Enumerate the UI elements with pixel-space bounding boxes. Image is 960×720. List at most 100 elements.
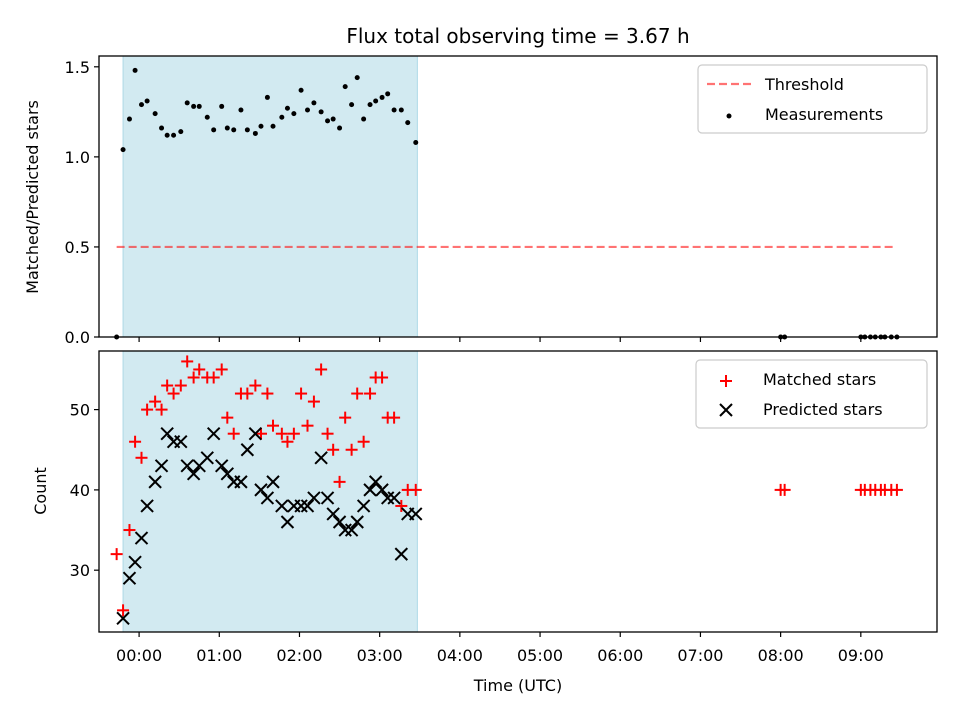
predicted-star-point	[220, 467, 235, 481]
predicted-star-point	[380, 491, 395, 505]
bottom-y-tick-label: 30	[70, 561, 90, 580]
predicted-star-point-b	[140, 499, 154, 513]
measurement-point	[342, 84, 348, 90]
matched-star-point	[295, 387, 308, 400]
predicted-star-point-b	[266, 475, 280, 489]
bottom-axes-frame	[98, 350, 938, 633]
top-y-tick-label: 0.0	[65, 328, 90, 347]
measurement-point	[244, 127, 250, 133]
predicted-star-point	[409, 507, 423, 521]
bottom-legend: Matched stars Predicted stars	[695, 359, 928, 429]
top-panel: 0.0 0.5 1.0 1.5 Matched/Predicted stars Thr…	[23, 55, 938, 347]
matched-star-point	[275, 427, 288, 440]
matched-star-point	[149, 395, 162, 408]
measurement-point	[224, 125, 230, 131]
bottom-x-tick-label: 03:00	[357, 646, 403, 665]
chart-title: Flux total observing time = 3.67 h	[346, 24, 689, 48]
bottom-y-axis-ticks: 30 40 50	[70, 401, 99, 580]
measurement-point	[204, 114, 210, 120]
predicted-star-point-b	[409, 507, 423, 521]
predicted-star-point	[200, 451, 214, 465]
bottom-x-tick-label: 02:00	[276, 646, 322, 665]
matched-star-point	[395, 499, 408, 512]
measurement-point	[349, 102, 355, 108]
predicted-star-point	[294, 499, 308, 513]
measurement-point	[171, 132, 177, 138]
predicted-star-point	[344, 523, 359, 537]
predicted-star-point-b	[248, 426, 263, 441]
predicted-star-point	[128, 555, 142, 569]
top-shaded-region	[122, 55, 418, 338]
predicted-star-point-b	[134, 531, 149, 545]
measurement-point	[304, 107, 310, 113]
predicted-star-point-b	[148, 475, 162, 489]
matched-star-point	[167, 387, 180, 400]
measurement-point	[196, 103, 202, 109]
measurement-point	[279, 114, 285, 120]
bottom-x-tick-label: 08:00	[758, 646, 804, 665]
predicted-star-point-b	[338, 523, 352, 537]
measurement-point	[144, 98, 150, 104]
matched-star-point	[161, 379, 174, 392]
measurement-points	[114, 67, 900, 340]
predicted-star-point-b	[180, 459, 194, 473]
predicted-star-point	[314, 451, 328, 465]
predicted-star-point	[160, 426, 174, 441]
predicted-star-point	[122, 571, 137, 585]
predicted-star-point	[320, 491, 335, 505]
predicted-star-point-b	[314, 451, 328, 465]
matched-star-point	[301, 419, 314, 432]
legend-matched-marker	[720, 375, 732, 387]
predicted-star-point	[260, 491, 275, 505]
matched-star-point	[287, 427, 300, 440]
legend-measurement-marker	[726, 113, 732, 119]
predicted-star-point	[300, 499, 315, 513]
predicted-star-point	[140, 499, 154, 513]
matched-star-point	[155, 403, 168, 416]
predicted-star-point	[214, 459, 229, 473]
predicted-star-point-b	[116, 611, 130, 626]
predicted-star-point-b	[300, 499, 315, 513]
bottom-x-tick-label: 01:00	[196, 646, 242, 665]
predicted-star-point-b	[206, 426, 221, 441]
measurement-point	[398, 107, 404, 113]
predicted-star-point	[338, 523, 352, 537]
matched-star-point	[409, 483, 422, 496]
matched-star-point	[261, 387, 274, 400]
predicted-star-point-b	[350, 515, 364, 529]
measurement-point	[164, 132, 170, 138]
matched-star-point	[123, 524, 136, 537]
matched-star-point	[249, 379, 262, 392]
measurement-point	[270, 123, 276, 129]
bottom-x-tick-label: 07:00	[677, 646, 723, 665]
matched-star-point	[333, 475, 346, 488]
matched-star-point	[193, 363, 206, 376]
matched-star-points	[110, 355, 903, 617]
legend-matched-label: Matched stars	[763, 370, 876, 389]
predicted-star-point-b	[160, 426, 174, 441]
measurement-point	[231, 127, 237, 133]
predicted-star-point-b	[363, 483, 377, 497]
predicted-star-point	[206, 426, 221, 441]
top-x-axis-ticks	[138, 337, 862, 342]
measurement-point	[354, 75, 360, 81]
predicted-star-point	[332, 515, 347, 529]
predicted-star-point	[307, 491, 321, 505]
predicted-star-point-b	[368, 475, 383, 489]
measurement-point	[318, 109, 324, 115]
matched-star-point	[141, 403, 154, 416]
measurement-point	[139, 102, 145, 108]
predicted-star-point	[148, 475, 162, 489]
measurement-point	[132, 67, 138, 73]
predicted-star-point	[134, 531, 149, 545]
matched-star-point	[227, 427, 240, 440]
predicted-star-point-b	[356, 499, 371, 513]
predicted-star-point	[280, 515, 295, 529]
predicted-star-point-b	[214, 459, 229, 473]
matched-star-point	[321, 427, 334, 440]
top-y-tick-label: 0.5	[65, 238, 90, 257]
matched-star-point	[339, 411, 352, 424]
matched-star-point	[315, 363, 328, 376]
bottom-y-tick-label: 40	[70, 481, 90, 500]
